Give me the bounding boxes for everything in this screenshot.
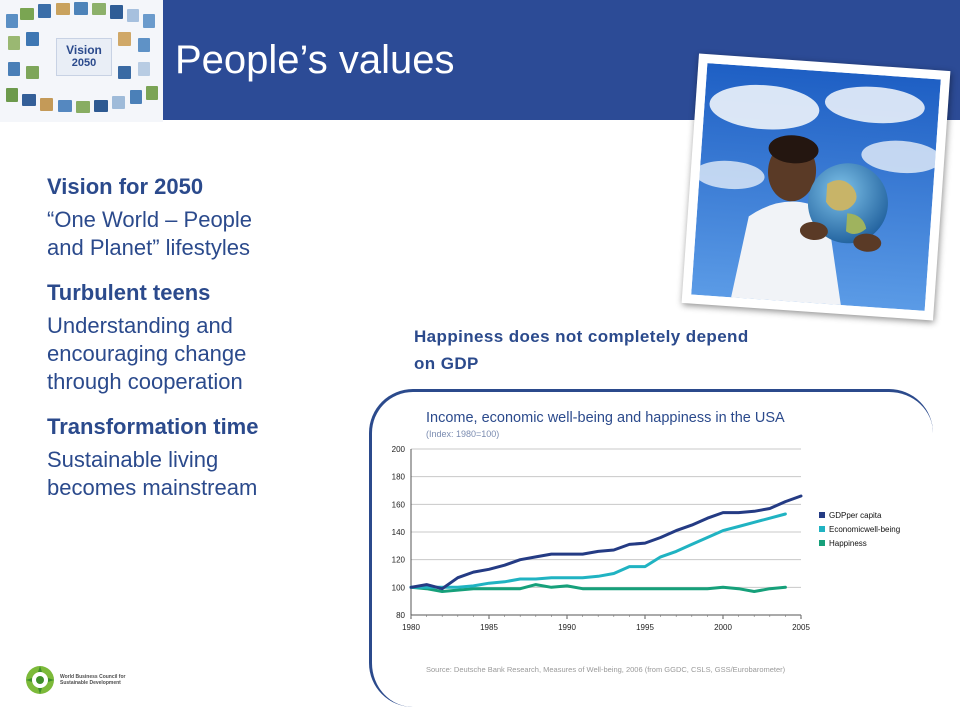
section-body-line: and Planet” lifestyles [47, 235, 250, 260]
logo-tile [8, 62, 20, 76]
y-tick-label: 160 [392, 500, 406, 509]
wbcsd-logo-icon [26, 666, 54, 694]
section-body-line: Sustainable living [47, 447, 219, 472]
legend-swatch [819, 540, 825, 546]
x-tick-label: 1985 [480, 623, 498, 632]
org-name-line: Sustainable Development [60, 680, 121, 686]
series-line [409, 512, 787, 589]
logo-tile [22, 94, 36, 106]
left-column: Vision for 2050 “One World – People and … [47, 172, 347, 502]
logo-tile [94, 100, 108, 112]
section-heading: Transformation time [47, 414, 259, 439]
x-tick-label: 1980 [402, 623, 420, 632]
line-chart: Income, economic well-being and happines… [392, 410, 901, 674]
logo-tile [56, 3, 70, 15]
logo-tile [26, 32, 39, 46]
logo-tile [8, 36, 20, 50]
legend-label: Happiness [829, 539, 867, 548]
section-transformation: Transformation time Sustainable living b… [47, 412, 347, 502]
logo-wordmark: Vision 2050 [56, 38, 112, 76]
section-body-line: “One World – People [47, 207, 253, 232]
y-tick-label: 80 [396, 611, 405, 620]
logo-tile [26, 66, 39, 79]
chart-source: Source: Deutsche Bank Research, Measures… [426, 665, 786, 674]
logo-tile [6, 14, 18, 28]
logo-tile [20, 8, 34, 20]
page-title: People’s values [175, 38, 455, 82]
chart-subtitle: (Index: 1980=100) [426, 429, 499, 439]
chart-frame [369, 389, 933, 707]
logo-tile [38, 4, 51, 18]
x-tick-label: 1995 [636, 623, 654, 632]
wbcsd-name: World Business Council for Sustainable D… [60, 674, 145, 686]
logo-tile [112, 96, 125, 109]
child-globe-photo [681, 53, 951, 321]
y-tick-label: 200 [392, 445, 406, 454]
logo-tile [76, 101, 90, 113]
logo-tile [58, 100, 72, 112]
logo-tile [138, 38, 150, 52]
section-vision: Vision for 2050 “One World – People and … [47, 172, 347, 262]
logo-tile [130, 90, 142, 104]
happiness-heading-line: Happiness does not completely depend [414, 327, 749, 346]
legend-label: Economicwell-being [829, 525, 900, 534]
x-tick-label: 2000 [714, 623, 732, 632]
logo-tile [138, 62, 150, 76]
logo-line-2: 2050 [71, 57, 97, 69]
section-body-line: Understanding and [47, 313, 233, 338]
org-name-line: World Business Council for [60, 674, 126, 680]
series-line [409, 583, 787, 593]
logo-tile [6, 88, 18, 102]
logo-tile [118, 66, 131, 79]
happiness-heading-line: on GDP [414, 354, 479, 373]
y-tick-label: 100 [392, 583, 406, 592]
legend-label: GDPper capita [829, 511, 882, 520]
section-heading: Vision for 2050 [47, 174, 204, 199]
logo-tile [127, 9, 139, 22]
logo-tile [92, 3, 106, 15]
x-tick-label: 1990 [558, 623, 576, 632]
legend-swatch [819, 526, 825, 532]
vision-2050-logo: Vision 2050 [0, 0, 163, 122]
logo-tile [118, 32, 131, 46]
y-tick-label: 140 [392, 528, 406, 537]
happiness-heading: Happiness does not completely depend on … [414, 323, 884, 377]
logo-tile [110, 5, 123, 19]
section-turbulent-teens: Turbulent teens Understanding and encour… [47, 278, 347, 396]
section-body-line: through cooperation [47, 369, 243, 394]
series-line [409, 494, 803, 591]
logo-tile [40, 98, 53, 111]
section-body-line: encouraging change [47, 341, 247, 366]
logo-tile [143, 14, 155, 28]
chart-title: Income, economic well-being and happines… [426, 410, 785, 426]
logo-tile [146, 86, 158, 100]
photo-illustration [691, 63, 941, 311]
logo-line-1: Vision [66, 43, 102, 57]
section-body-line: becomes mainstream [47, 475, 258, 500]
y-tick-label: 120 [392, 556, 406, 565]
section-heading: Turbulent teens [47, 280, 211, 305]
x-tick-label: 2005 [792, 623, 810, 632]
logo-tile [74, 2, 88, 15]
legend-swatch [819, 512, 825, 518]
y-tick-label: 180 [392, 473, 406, 482]
